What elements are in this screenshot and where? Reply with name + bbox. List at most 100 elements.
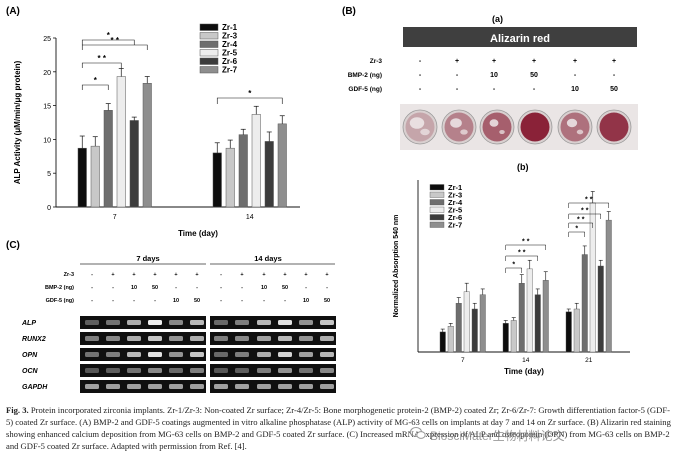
dish-unstained-area (489, 119, 499, 127)
gel-band (148, 336, 162, 341)
panel-label-c: (C) (6, 240, 20, 251)
chart-b-significance-label: * (575, 226, 578, 233)
factor-cell: - (419, 86, 422, 93)
chart-a-bar (116, 76, 126, 208)
gel-factor-cell-7: - (154, 298, 156, 304)
gel-factor-cell-14: - (241, 298, 243, 304)
gel-factor-cell-7: + (132, 272, 135, 278)
chart-a-significance-bracket (81, 39, 135, 45)
gel-factor-cell-14: - (326, 285, 328, 291)
chart-a-legend-label: Zr-4 (222, 40, 238, 49)
gel-factor-cell-7: - (175, 285, 177, 291)
chart-b-bar (573, 308, 580, 353)
gel-factor-cell-7: - (91, 285, 93, 291)
chart-b-legend-swatch (429, 214, 445, 221)
chart-b-legend-label: Zr-6 (448, 213, 462, 222)
chart-a-bar (212, 152, 222, 208)
gel-band (214, 352, 228, 357)
gel-gene-label: OCN (22, 368, 39, 375)
gel-band (106, 352, 120, 357)
chart-a-significance-label: * (248, 89, 252, 98)
dish-stain (599, 112, 629, 142)
chart-a: 0 5 10 15 20 25 ALP Activity (μM/min/μg protei… (13, 23, 300, 238)
factor-cell: + (573, 58, 577, 65)
gel-band (148, 384, 162, 389)
gel-band (127, 352, 141, 357)
dish-unstained-area (499, 129, 505, 135)
chart-b-bar (597, 265, 604, 353)
gel-factor-cell-7: - (112, 298, 114, 304)
chart-b-significance-bracket (568, 222, 593, 228)
gel-band (190, 368, 204, 373)
chart-a-significance-bracket (81, 44, 148, 50)
chart-a-bar (90, 145, 100, 208)
gel-factor-cell-14: - (305, 285, 307, 291)
gel-factor-cell-7: + (195, 272, 198, 278)
chart-b-significance-label: * (512, 262, 515, 269)
chart-b-y-axis-label: Normalized Absorption 540 nm (393, 215, 400, 318)
gel-band (320, 352, 334, 357)
chart-b-legend-swatch (429, 221, 445, 228)
gel-gene-label: ALP (21, 320, 36, 327)
gel-band (299, 320, 313, 325)
panel-label-bb: (b) (517, 162, 529, 172)
chart-a-bar (103, 110, 113, 208)
factor-cell: + (612, 58, 616, 65)
dish-unstained-area (420, 128, 430, 136)
dish-unstained-area (450, 118, 462, 128)
gel-band (127, 368, 141, 373)
factor-table: Zr-3 - + + + + + BMP-2 (ng) - - 10 50 - - GDF-5 (ng) - -… (348, 58, 618, 93)
gel-factor-cell-14: - (220, 298, 222, 304)
chart-b-bar (463, 291, 470, 353)
gel-band (214, 320, 228, 325)
gel-factor-cell-7: + (153, 272, 156, 278)
factor-cell: - (533, 86, 536, 93)
dish-unstained-area (566, 118, 578, 128)
gel-strip-7 (80, 380, 206, 393)
factor-cell: 10 (490, 72, 498, 79)
dish-stain (560, 112, 590, 142)
chart-b-significance-bracket (505, 267, 522, 273)
gel-band (169, 384, 183, 389)
chart-b-x-axis-label: Time (day) (504, 367, 544, 376)
gel-band (299, 336, 313, 341)
gel-factor-cell-14: - (220, 272, 222, 278)
factor-cell: - (493, 86, 496, 93)
factor-cell: - (613, 72, 616, 79)
factor-cell: + (455, 58, 459, 65)
chart-b-bar (439, 331, 446, 353)
chart-a-legend-swatch (199, 32, 219, 40)
gel-factor-cell-14: + (240, 272, 243, 278)
chart-b-legend-label: Zr-7 (448, 221, 462, 230)
chart-a-bar (264, 141, 274, 208)
chart-a-y-tick-label: 5 (47, 171, 51, 178)
panel-label-ba: (a) (492, 14, 503, 24)
gel-factor-cell-14: - (263, 298, 265, 304)
gel-band (169, 368, 183, 373)
gel-band (278, 384, 292, 389)
chart-a-y-axis-label: ALP Activity (μM/min/μg protein) (13, 60, 22, 184)
chart-b-bar (502, 323, 509, 353)
gel-band (235, 352, 249, 357)
chart-a-x-tick-label: 14 (246, 214, 254, 221)
gel-factor-cell-14: - (241, 285, 243, 291)
factor-cell: 50 (610, 86, 618, 93)
gel-band (299, 384, 313, 389)
chart-b-legend-label: Zr-1 (448, 183, 462, 192)
factor-cell: - (456, 72, 459, 79)
gel-band (148, 368, 162, 373)
chart-a-legend-swatch (199, 57, 219, 65)
gel-factor-cell-7: - (133, 298, 135, 304)
chart-b-bar (510, 320, 517, 353)
chart-a-legend-swatch (199, 49, 219, 57)
gel-strip-7 (80, 348, 206, 361)
gel-factor-cell-7: - (112, 285, 114, 291)
gel-band (214, 336, 228, 341)
chart-b-legend-swatch (429, 199, 445, 206)
gel-factor-cell-14: - (284, 298, 286, 304)
factor-cell: - (419, 58, 422, 65)
gel-band (85, 336, 99, 341)
gel-band (278, 320, 292, 325)
panel-label-b: (B) (342, 6, 356, 17)
factor-cell: + (492, 58, 496, 65)
